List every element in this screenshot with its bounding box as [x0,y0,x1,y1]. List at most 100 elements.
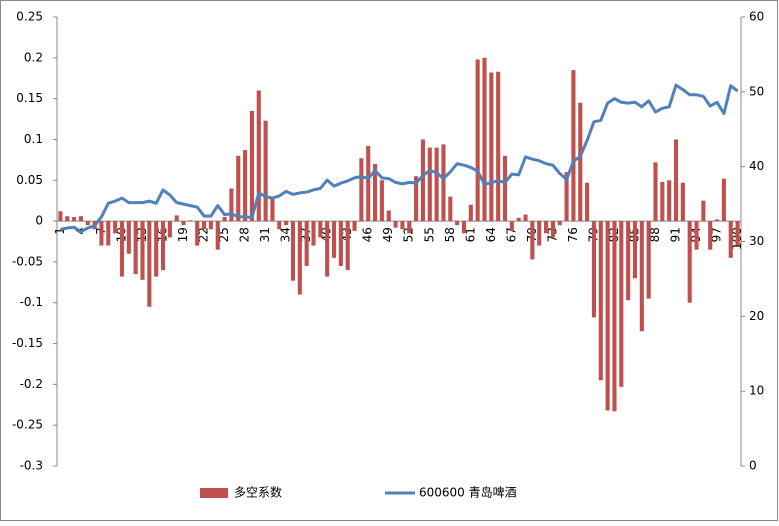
x-tick-label: 76 [566,227,580,242]
bar [632,221,638,279]
x-tick-label: 52 [402,227,416,242]
bar [496,71,501,222]
bar [687,221,692,303]
bar [537,221,542,246]
bar [578,102,583,222]
bar [167,221,172,238]
x-tick-label: 31 [258,227,272,242]
bar [140,221,145,280]
bar [598,221,603,381]
bar [667,180,672,222]
bar [735,221,740,246]
bar [386,210,391,222]
bar [715,219,720,222]
y-tick-label: -0.05 [12,254,43,268]
bar [441,144,446,222]
line [60,83,739,234]
bar [345,221,350,271]
bar [154,221,159,277]
bar [523,214,528,222]
y-tick-label: 0 [35,214,43,228]
bar [147,221,152,307]
bar [407,221,412,234]
bar [222,217,227,222]
bar [571,70,576,222]
bar [550,221,555,238]
bar [338,221,343,266]
bar [475,59,480,222]
bar [243,150,248,222]
bar [619,221,624,387]
bar [202,221,207,230]
bar [331,221,337,258]
bar [605,221,610,411]
bar [290,221,296,281]
bar [461,221,467,234]
x-tick-label: 97 [710,227,724,242]
x-tick-label: 88 [648,227,662,242]
bar [653,162,658,222]
x-tick-label: 67 [504,227,518,242]
bar [78,216,83,222]
bar [277,221,282,230]
bar [352,221,357,231]
bar [160,221,166,271]
x-tick-label: 58 [443,227,457,242]
bar [564,172,569,222]
bar [468,204,473,222]
bar [249,110,254,222]
x-tick-label: 64 [484,227,498,242]
bar [639,221,644,332]
bar [181,221,186,226]
x-tick-label: 28 [238,227,252,242]
bar [482,57,487,222]
bar [359,158,364,222]
bar [420,139,425,222]
bar [229,188,234,222]
bar [215,221,220,250]
bar [414,176,419,222]
bar [728,221,733,258]
bar [304,221,309,266]
x-tick-label: 1 [53,227,67,235]
y2-tick-label: 0 [749,459,757,473]
y-tick-label: -0.1 [20,295,43,309]
y-tick-label: -0.3 [20,459,43,473]
y2-tick-label: 50 [749,84,764,98]
bar [263,120,268,222]
x-tick-label: 34 [279,227,293,242]
legend-label: 多空系数 [234,485,282,500]
bar [427,147,432,222]
legend-label: 600600 青岛啤酒 [419,485,517,500]
bar [585,182,590,222]
y2-tick-label: 20 [749,309,764,323]
x-tick-label: 22 [197,227,211,242]
y2-tick-label: 10 [749,384,764,398]
bar [126,221,131,254]
bar [591,221,596,318]
y2-tick-label: 30 [749,234,764,248]
bar [680,182,685,222]
bar [516,217,521,222]
y-tick-label: 0.2 [24,50,43,64]
bar [113,221,118,234]
bar [708,221,713,250]
bar [284,221,289,226]
y-tick-label: 0.05 [16,173,43,187]
bar [373,163,378,222]
bar [544,221,549,234]
x-tick-label: 91 [669,227,683,242]
bar [701,200,706,222]
bar [174,215,179,222]
bar [270,196,275,222]
y-tick-label: 0.15 [16,91,43,105]
bar [694,221,699,250]
bar [65,216,70,222]
bar [366,145,371,222]
bar [489,72,494,222]
x-tick-label: 49 [381,227,395,242]
bar [400,221,405,230]
y-tick-label: -0.2 [20,377,43,391]
y-tick-label: 0.1 [24,132,43,146]
